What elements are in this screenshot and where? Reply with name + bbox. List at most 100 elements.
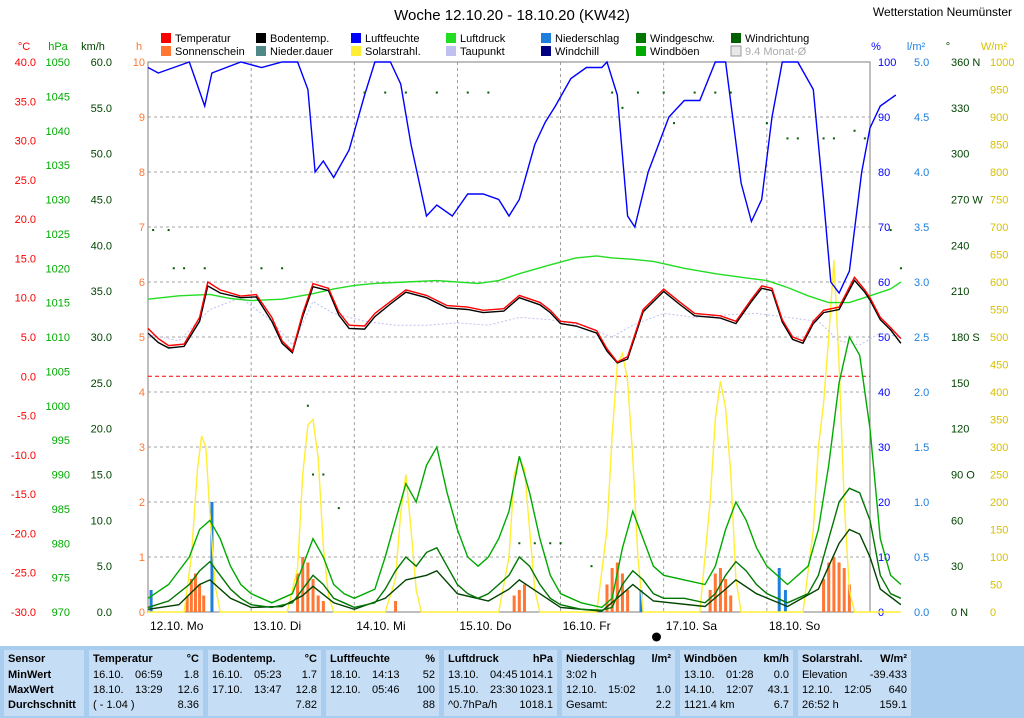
stats-cell-date: 14.10. — [684, 684, 715, 696]
sunshine-tick-label: 6 — [139, 277, 145, 289]
legend-label: Luftdruck — [460, 33, 506, 45]
sunshine-bar — [822, 579, 826, 612]
stats-column: Luftfeuchte% 18.10. 14:13 52 12.10. 05:46 100 8… — [326, 650, 439, 716]
precip-tick-label: 2.5 — [914, 332, 929, 344]
solar-tick-label: 250 — [990, 470, 1008, 482]
pressure-tick-label: 1040 — [46, 126, 70, 138]
precipitation-bar — [783, 590, 787, 612]
pressure-tick-label: 970 — [52, 607, 70, 619]
wind-direction-dot — [693, 91, 696, 94]
wind-direction-dot — [889, 229, 892, 232]
humidity-tick-label: 70 — [878, 222, 890, 234]
stats-column: Solarstrahl. W/m² Elevation -39.433 12.10. 12… — [798, 650, 911, 716]
wind-direction-dot — [533, 542, 536, 545]
legend-swatch — [351, 46, 361, 56]
stats-cell-value: 88 — [422, 699, 435, 711]
temperature-tick-label: 5.0 — [21, 332, 36, 344]
stats-cell-time: 12:07 — [726, 684, 754, 696]
pressure-tick-label: 1035 — [46, 160, 70, 172]
wind-direction-dot — [729, 91, 732, 94]
direction-tick-label: 90 O — [951, 470, 975, 482]
solar-tick-label: 550 — [990, 305, 1008, 317]
direction-tick-label: 240 — [951, 240, 969, 252]
stats-cell-value: 640 — [888, 684, 907, 696]
wind-unit-label: km/h — [81, 41, 105, 53]
x-tick-label: 16.10. Fr — [563, 619, 611, 633]
stats-row: Durchschnitt — [8, 698, 80, 713]
sunshine-bar — [626, 590, 630, 612]
wind-direction-dot — [322, 473, 325, 476]
series-line-luftfeuchte — [147, 60, 897, 295]
stats-header: Bodentemp. °C — [212, 652, 317, 667]
stats-header-unit: °C — [186, 653, 199, 665]
stats-header-label: Windböen — [684, 653, 738, 665]
wind-direction-dot — [832, 137, 835, 140]
stats-row: Gesamt: 2.2 — [566, 698, 671, 713]
sunshine-tick-label: 1 — [139, 552, 145, 564]
stats-header-label: Niederschlag — [566, 653, 636, 665]
station-name: Wetterstation Neumünster — [873, 5, 1012, 19]
stats-row: 13.10. 04:45 1014.1 — [448, 668, 553, 683]
legend-label: Temperatur — [175, 33, 231, 45]
solar-tick-label: 100 — [990, 552, 1008, 564]
stats-header-unit: l/m² — [651, 653, 671, 665]
direction-tick-label: 270 W — [951, 195, 983, 207]
stats-header-unit: W/m² — [880, 653, 907, 665]
stats-cell-time: 06:59 — [135, 669, 163, 681]
moon-phase-icon — [651, 632, 661, 642]
wind-direction-dot — [183, 267, 186, 270]
stats-cell-date: 12.10. — [802, 684, 833, 696]
pressure-tick-label: 1030 — [46, 195, 70, 207]
legend-swatch — [446, 46, 456, 56]
wind-direction-dot — [636, 91, 639, 94]
temperature-tick-label: -5.0 — [17, 411, 36, 423]
stats-cell-date: 16.10. — [212, 669, 243, 681]
stats-cell-value: 7.82 — [295, 699, 317, 711]
legend-swatch — [541, 33, 551, 43]
wind-tick-label: 5.0 — [97, 561, 112, 573]
precipitation-bar — [777, 568, 781, 612]
sunshine-bar — [605, 584, 609, 612]
wind-tick-label: 10.0 — [91, 515, 112, 527]
stats-header-label: Luftfeuchte — [330, 653, 390, 665]
sunshine-bar — [512, 595, 516, 612]
stats-row: 12.10. 05:46 100 — [330, 683, 435, 698]
stats-row: 16.10. 06:59 1.8 — [93, 668, 199, 683]
wind-direction-dot — [363, 91, 366, 94]
stats-cell-time: 04:45 — [490, 669, 518, 681]
stats-header: Sensor — [8, 652, 80, 667]
direction-tick-label: 60 — [951, 515, 963, 527]
legend-label: Nieder.dauer — [270, 46, 333, 58]
sunshine-bar — [837, 562, 841, 612]
stats-row: 26:52 h 159.1 — [802, 698, 907, 713]
stats-row: ( - 1.04 ) 8.36 — [93, 698, 199, 713]
temperature-tick-label: -30.0 — [11, 607, 36, 619]
stats-header-label: Luftdruck — [448, 653, 499, 665]
precip-tick-label: 1.0 — [914, 497, 929, 509]
stats-cell-date: Elevation — [802, 669, 848, 681]
stats-header: Luftdruck hPa — [448, 652, 553, 667]
stats-cell-time: 13:47 — [254, 684, 282, 696]
stats-row: 17.10. 13:47 12.8 — [212, 683, 317, 698]
stats-row-label: MaxWert — [8, 684, 54, 696]
sunshine-bar — [189, 579, 193, 612]
stats-cell-value: -39.433 — [869, 669, 907, 681]
humidity-tick-label: 40 — [878, 387, 890, 399]
stats-cell-value: 0.0 — [773, 669, 789, 681]
sunshine-bar — [827, 562, 831, 612]
stats-header-label: Sensor — [8, 653, 46, 665]
stats-header: Solarstrahl. W/m² — [802, 652, 907, 667]
stats-header-unit: km/h — [763, 653, 789, 665]
humidity-tick-label: 90 — [878, 112, 890, 124]
legend-swatch — [730, 45, 742, 57]
stats-cell-value: 43.1 — [767, 684, 789, 696]
stats-cell-date: 3:02 h — [566, 669, 597, 681]
stats-row: 14.10. 12:07 43.1 — [684, 683, 789, 698]
legend-label: 9.4 Monat-Ø — [745, 46, 807, 58]
pressure-tick-label: 1000 — [46, 401, 70, 413]
humidity-tick-label: 30 — [878, 442, 890, 454]
stats-header: Windböen km/h — [684, 652, 789, 667]
humidity-tick-label: 60 — [878, 277, 890, 289]
temperature-tick-label: 15.0 — [15, 253, 36, 265]
legend-swatch — [161, 46, 171, 56]
